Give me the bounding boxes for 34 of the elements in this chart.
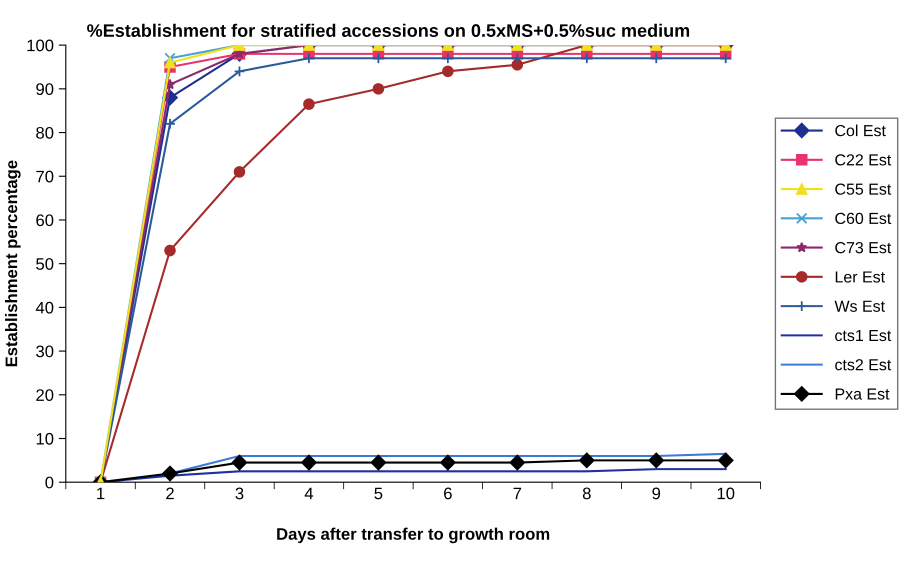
legend-label: Ler Est xyxy=(836,271,885,283)
legend-label: Pxa Est xyxy=(836,388,890,400)
legend-label: C22 Est xyxy=(835,154,892,166)
y-tick-label: 80 xyxy=(36,126,54,139)
x-tick-label: 9 xyxy=(652,488,660,500)
y-tick-label: 10 xyxy=(36,432,54,445)
x-tick-label: 6 xyxy=(444,488,452,500)
legend-label: C73 Est xyxy=(835,242,892,254)
x-tick-label: 8 xyxy=(582,488,591,500)
y-tick-label: 100 xyxy=(27,40,54,52)
legend-label: cts1 Est xyxy=(835,330,892,342)
y-tick-label: 40 xyxy=(36,302,54,314)
x-tick-label: 3 xyxy=(235,488,244,500)
y-tick-label: 50 xyxy=(36,258,54,270)
y-tick-label: 30 xyxy=(36,345,54,358)
legend-label: C55 Est xyxy=(835,183,892,195)
x-tick-label: 1 xyxy=(97,488,104,500)
y-axis-title: Establishment percentage xyxy=(5,160,21,366)
x-axis-title: Days after transfer to growth room xyxy=(277,528,550,544)
y-tick-label: 0 xyxy=(45,476,54,488)
chart-title: %Establishment for stratified accessions on 0.5xMS+0.5%suc medium xyxy=(87,24,690,37)
legend-label: Ws Est xyxy=(834,300,885,312)
x-tick-label: 4 xyxy=(304,488,314,500)
legend-label: Col Est xyxy=(835,124,886,136)
x-tick-label: 5 xyxy=(374,488,382,500)
x-tick-label: 10 xyxy=(718,488,734,500)
y-tick-label: 70 xyxy=(36,170,54,182)
y-tick-label: 60 xyxy=(36,214,54,226)
y-tick-label: 90 xyxy=(36,83,54,96)
legend-label: cts2 Est xyxy=(835,359,892,370)
x-tick-label: 2 xyxy=(166,488,174,500)
x-tick-label: 7 xyxy=(514,488,522,500)
y-tick-label: 20 xyxy=(36,389,54,402)
legend-label: C60 Est xyxy=(835,212,892,224)
